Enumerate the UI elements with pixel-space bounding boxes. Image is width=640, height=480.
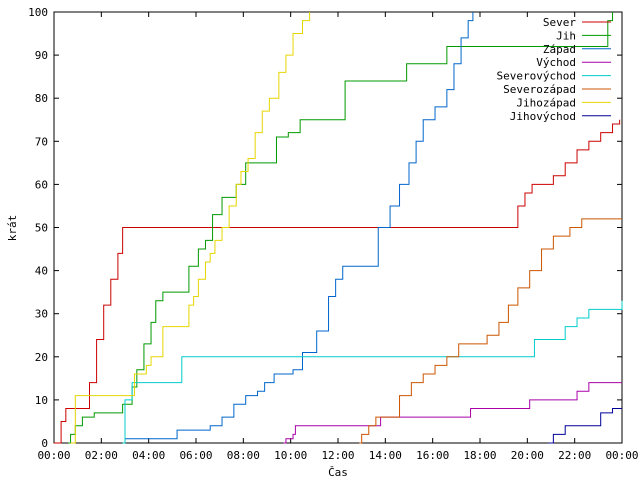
x-tick-label: 12:00	[321, 449, 354, 462]
y-tick-label: 50	[35, 222, 48, 235]
y-tick-label: 100	[28, 6, 48, 19]
axis-ticks: 0 10 20 30 40 50 60 70 80 90 100 00:00 02:00 04:00 06:…	[28, 6, 638, 462]
y-tick-label: 30	[35, 308, 48, 321]
y-tick-label: 60	[35, 178, 48, 191]
series-lines	[54, 12, 623, 444]
legend-label: Severozápad	[503, 83, 576, 96]
x-tick-label: 10:00	[274, 449, 307, 462]
y-tick-label: 20	[35, 351, 48, 364]
series-line-Jihozápad	[70, 12, 311, 444]
legend-label: Východ	[536, 56, 576, 69]
series-line-Jihovýchod	[548, 408, 622, 444]
legend-label: Jih	[556, 29, 576, 42]
legend-label: Jihozápad	[516, 96, 576, 109]
x-tick-label: 22:00	[558, 449, 591, 462]
legend-label: Severovýchod	[497, 70, 576, 83]
legend: SeverJihZápadVýchodSeverovýchodSeverozáp…	[497, 16, 611, 123]
x-tick-label: 06:00	[179, 449, 212, 462]
x-tick-label: 00:00	[605, 449, 638, 462]
x-axis-title: Čas	[328, 466, 348, 479]
y-tick-label: 90	[35, 49, 48, 62]
series-line-Jih	[68, 12, 614, 444]
y-tick-label: 40	[35, 265, 48, 278]
x-tick-label: 16:00	[416, 449, 449, 462]
x-tick-label: 20:00	[511, 449, 544, 462]
series-line-Východ	[283, 382, 622, 444]
series-line-Severovýchod	[122, 300, 623, 444]
x-tick-label: 18:00	[463, 449, 496, 462]
x-tick-label: 14:00	[369, 449, 402, 462]
y-axis-title: krát	[6, 215, 19, 242]
x-tick-label: 02:00	[85, 449, 118, 462]
legend-label: Jihovýchod	[510, 110, 576, 123]
x-tick-label: 04:00	[132, 449, 165, 462]
legend-label: Sever	[543, 16, 576, 29]
x-tick-label: 00:00	[37, 449, 70, 462]
series-line-Severozápad	[359, 218, 622, 444]
y-tick-label: 10	[35, 394, 48, 407]
y-tick-label: 0	[41, 437, 48, 450]
y-tick-label: 80	[35, 92, 48, 105]
y-tick-label: 70	[35, 135, 48, 148]
x-tick-label: 08:00	[227, 449, 260, 462]
legend-label: Západ	[543, 43, 576, 56]
series-line-Západ	[122, 12, 474, 444]
series-line-Sever	[54, 119, 621, 444]
